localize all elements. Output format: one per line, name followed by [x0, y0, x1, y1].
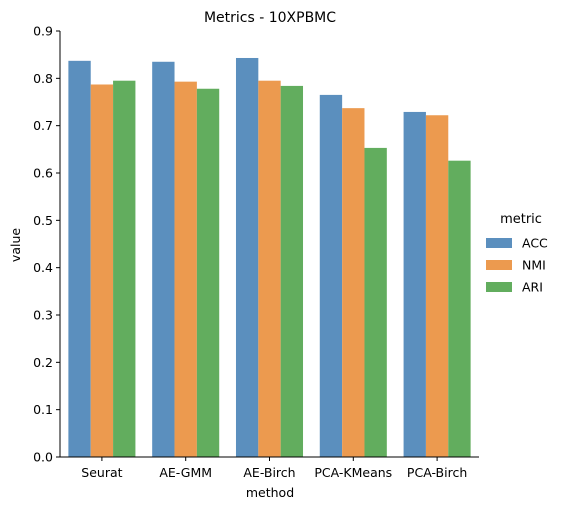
legend: metric ACC NMI ARI	[486, 212, 548, 295]
y-tick-label: 0.5	[33, 213, 53, 228]
bar-ari-pca-birch	[448, 161, 470, 457]
y-tick-label: 0.2	[33, 355, 53, 370]
bar-nmi-ae-birch	[258, 81, 280, 457]
bar-acc-ae-gmm	[152, 62, 174, 457]
y-axis-label: value	[8, 228, 23, 262]
bar-acc-pca-birch	[404, 112, 426, 457]
y-tick-label: 0.3	[33, 308, 53, 323]
legend-swatch-nmi	[486, 260, 512, 270]
bar-acc-seurat	[68, 61, 90, 457]
legend-label-ari: ARI	[522, 280, 543, 295]
bar-acc-ae-birch	[236, 58, 258, 457]
x-axis-label: method	[246, 485, 294, 500]
x-tick-label: AE-Birch	[243, 465, 295, 480]
chart-title: Metrics - 10XPBMC	[204, 10, 336, 26]
y-tick-label: 0.1	[33, 402, 53, 417]
bar-nmi-pca-kmeans	[342, 108, 364, 457]
bar-nmi-pca-birch	[426, 115, 448, 457]
bar-ari-pca-kmeans	[364, 148, 386, 457]
y-tick-label: 0.6	[33, 166, 53, 181]
y-axis: 0.0 0.1 0.2 0.3 0.4 0.5 0.6 0.7 0.8 0.9	[33, 24, 60, 465]
y-tick-label: 0.9	[33, 24, 53, 39]
bars-layer	[68, 58, 470, 457]
y-tick-label: 0.7	[33, 118, 53, 133]
x-tick-label: AE-GMM	[159, 465, 212, 480]
x-tick-label: PCA-KMeans	[314, 465, 392, 480]
bar-ari-ae-birch	[281, 86, 303, 457]
bar-ari-ae-gmm	[197, 89, 219, 457]
x-tick-label: PCA-Birch	[407, 465, 467, 480]
y-tick-label: 0.4	[33, 260, 53, 275]
legend-swatch-acc	[486, 238, 512, 248]
legend-swatch-ari	[486, 282, 512, 292]
x-tick-label: Seurat	[81, 465, 122, 480]
legend-title: metric	[500, 212, 542, 227]
bar-acc-pca-kmeans	[320, 95, 342, 457]
legend-label-acc: ACC	[522, 236, 548, 251]
bar-nmi-seurat	[91, 84, 113, 457]
legend-items: ACC NMI ARI	[486, 236, 548, 295]
y-tick-label: 0.0	[33, 450, 53, 465]
legend-label-nmi: NMI	[522, 258, 546, 273]
y-tick-label: 0.8	[33, 71, 53, 86]
bar-nmi-ae-gmm	[175, 82, 197, 457]
bar-ari-seurat	[113, 81, 135, 457]
x-axis: Seurat AE-GMM AE-Birch PCA-KMeans PCA-Birch	[60, 457, 479, 480]
